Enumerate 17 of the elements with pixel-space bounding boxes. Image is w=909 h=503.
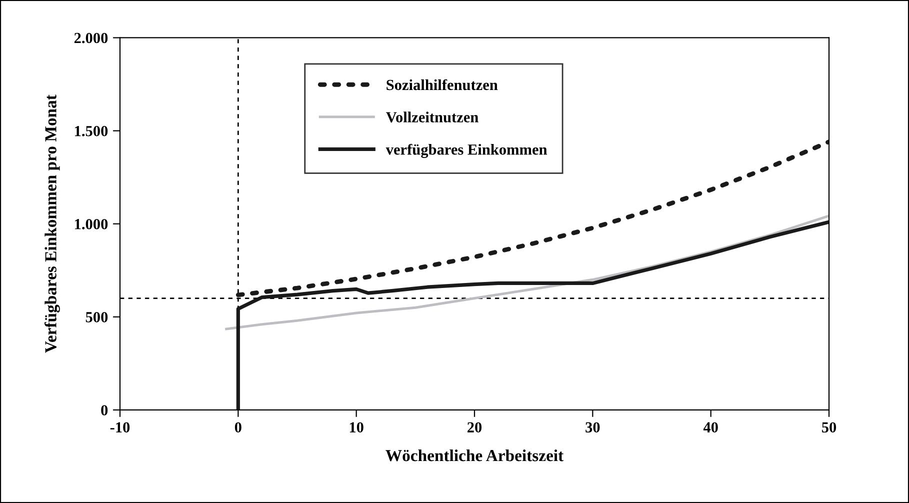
y-tick-label: 0 bbox=[101, 405, 108, 416]
y-tick-label: 1.500 bbox=[75, 126, 108, 136]
legend-label: Sozialhilfenutzen bbox=[386, 79, 498, 90]
y-tick-label: 500 bbox=[86, 312, 108, 322]
x-tick-label: 10 bbox=[350, 422, 364, 432]
y-axis-title: Verfügbares Einkommen pro Monat bbox=[44, 94, 60, 353]
legend-label: verfügbares Einkommen bbox=[386, 144, 548, 158]
x-tick-label: 20 bbox=[468, 422, 482, 432]
y-tick-label: 1.000 bbox=[75, 218, 108, 230]
x-tick-label: 0 bbox=[234, 422, 242, 432]
x-axis-title: Wöchentliche Arbeitszeit bbox=[386, 449, 564, 462]
legend-label: Vollzeitnutzen bbox=[386, 112, 478, 122]
y-tick-label: 2.000 bbox=[74, 32, 108, 44]
x-tick-label: 30 bbox=[586, 422, 600, 432]
x-tick-label: 40 bbox=[703, 422, 718, 432]
x-tick-label: 50 bbox=[822, 422, 836, 432]
x-tick-label: -10 bbox=[110, 422, 130, 432]
